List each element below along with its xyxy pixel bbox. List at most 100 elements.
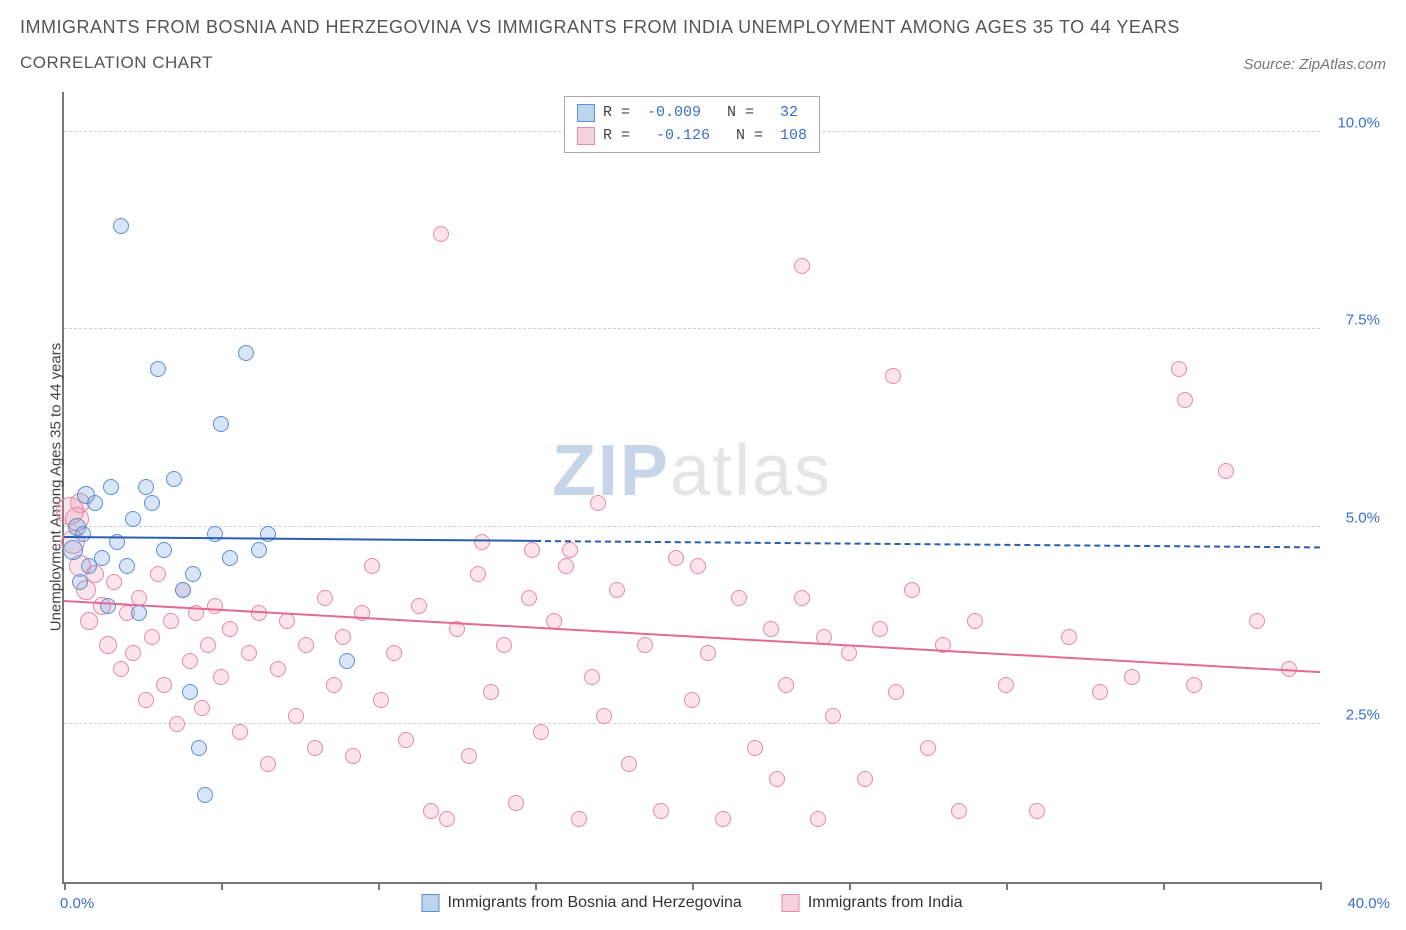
scatter-point-india	[637, 637, 653, 653]
scatter-point-india	[483, 684, 499, 700]
scatter-point-india	[106, 574, 122, 590]
scatter-point-bosnia	[75, 526, 91, 542]
scatter-point-india	[508, 795, 524, 811]
scatter-point-india	[857, 771, 873, 787]
scatter-point-bosnia	[238, 345, 254, 361]
scatter-point-bosnia	[144, 495, 160, 511]
scatter-point-india	[207, 598, 223, 614]
y-tick-label: 2.5%	[1326, 707, 1380, 724]
scatter-point-bosnia	[138, 479, 154, 495]
scatter-point-india	[461, 748, 477, 764]
scatter-point-india	[888, 684, 904, 700]
scatter-point-bosnia	[119, 558, 135, 574]
scatter-point-india	[794, 258, 810, 274]
scatter-point-india	[99, 636, 117, 654]
india-r-value: -0.126	[656, 125, 710, 148]
scatter-point-bosnia	[103, 479, 119, 495]
scatter-point-india	[763, 621, 779, 637]
scatter-point-india	[433, 226, 449, 242]
scatter-point-india	[241, 645, 257, 661]
scatter-point-india	[307, 740, 323, 756]
scatter-point-india	[373, 692, 389, 708]
scatter-point-india	[951, 803, 967, 819]
scatter-point-india	[1186, 677, 1202, 693]
scatter-point-india	[584, 669, 600, 685]
x-tick	[1006, 882, 1008, 890]
trend-line	[535, 540, 1320, 548]
plot-area: Unemployment Among Ages 35 to 44 years Z…	[62, 92, 1320, 884]
scatter-point-india	[1092, 684, 1108, 700]
scatter-point-india	[200, 637, 216, 653]
legend-row-bosnia: R = -0.009 N = 32	[577, 102, 807, 125]
scatter-point-india	[386, 645, 402, 661]
chart-subtitle: CORRELATION CHART	[20, 53, 213, 73]
x-axis-max-label: 40.0%	[1347, 895, 1390, 912]
scatter-point-bosnia	[213, 416, 229, 432]
grid-line	[64, 723, 1320, 724]
scatter-point-india	[810, 811, 826, 827]
scatter-point-india	[747, 740, 763, 756]
watermark-atlas: atlas	[670, 431, 832, 511]
y-tick-label: 10.0%	[1326, 114, 1380, 131]
scatter-point-india	[163, 613, 179, 629]
scatter-point-india	[521, 590, 537, 606]
swatch-bosnia-icon	[577, 104, 595, 122]
scatter-point-india	[731, 590, 747, 606]
scatter-point-india	[335, 629, 351, 645]
scatter-point-india	[668, 550, 684, 566]
x-tick	[64, 882, 66, 890]
legend-r-label: R =	[603, 125, 648, 148]
scatter-point-bosnia	[156, 542, 172, 558]
scatter-point-bosnia	[63, 540, 83, 560]
scatter-point-bosnia	[175, 582, 191, 598]
scatter-point-india	[967, 613, 983, 629]
scatter-point-india	[872, 621, 888, 637]
scatter-point-india	[920, 740, 936, 756]
scatter-point-bosnia	[197, 787, 213, 803]
scatter-point-india	[298, 637, 314, 653]
scatter-point-bosnia	[182, 684, 198, 700]
scatter-point-india	[1249, 613, 1265, 629]
bosnia-n-value: 32	[780, 102, 798, 125]
scatter-point-india	[885, 368, 901, 384]
swatch-india-icon	[782, 894, 800, 912]
scatter-point-india	[998, 677, 1014, 693]
scatter-point-bosnia	[94, 550, 110, 566]
x-tick	[535, 882, 537, 890]
legend-series: Immigrants from Bosnia and Herzegovina I…	[421, 894, 962, 912]
scatter-point-india	[125, 645, 141, 661]
source-attribution: Source: ZipAtlas.com	[1243, 56, 1386, 73]
scatter-point-india	[150, 566, 166, 582]
scatter-point-india	[1177, 392, 1193, 408]
scatter-point-india	[1124, 669, 1140, 685]
chart-container: Unemployment Among Ages 35 to 44 years Z…	[20, 92, 1386, 920]
scatter-point-bosnia	[251, 542, 267, 558]
scatter-point-india	[470, 566, 486, 582]
x-tick	[1320, 882, 1322, 890]
bosnia-r-value: -0.009	[647, 102, 701, 125]
swatch-india-icon	[577, 127, 595, 145]
scatter-point-india	[260, 756, 276, 772]
scatter-point-india	[841, 645, 857, 661]
scatter-point-india	[222, 621, 238, 637]
scatter-point-india	[423, 803, 439, 819]
scatter-point-india	[715, 811, 731, 827]
x-tick	[692, 882, 694, 890]
legend-correlation: R = -0.009 N = 32 R = -0.126 N = 108	[564, 96, 820, 153]
scatter-point-india	[213, 669, 229, 685]
scatter-point-india	[232, 724, 248, 740]
scatter-point-india	[439, 811, 455, 827]
scatter-point-india	[270, 661, 286, 677]
scatter-point-india	[794, 590, 810, 606]
scatter-point-india	[364, 558, 380, 574]
scatter-point-india	[621, 756, 637, 772]
scatter-point-india	[609, 582, 625, 598]
scatter-point-bosnia	[113, 218, 129, 234]
scatter-point-india	[80, 612, 98, 630]
scatter-point-india	[144, 629, 160, 645]
scatter-point-bosnia	[166, 471, 182, 487]
scatter-point-india	[1061, 629, 1077, 645]
scatter-point-bosnia	[185, 566, 201, 582]
scatter-point-bosnia	[222, 550, 238, 566]
scatter-point-india	[398, 732, 414, 748]
